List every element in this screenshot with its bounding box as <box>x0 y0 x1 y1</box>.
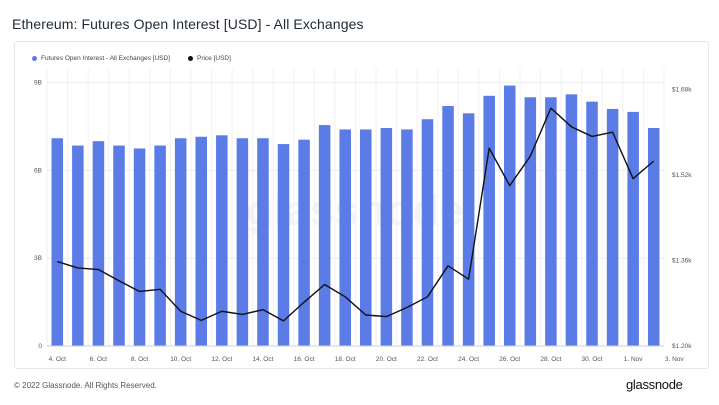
oi-bar <box>647 127 660 346</box>
x-tick-label: 14. Oct <box>252 356 273 363</box>
oi-bar <box>545 97 557 347</box>
oi-bar <box>154 145 166 346</box>
oi-bar <box>257 138 269 346</box>
x-tick-label: 24. Oct <box>458 356 479 363</box>
oi-bar <box>113 145 125 346</box>
y-right-tick-label: $1.52k <box>672 172 692 179</box>
x-tick-label: 3. Nov <box>665 356 685 363</box>
oi-bar <box>627 111 639 346</box>
oi-bar <box>360 129 372 346</box>
oi-bar <box>318 125 331 346</box>
y-right-tick-label: $1.36k <box>672 257 692 264</box>
oi-bar <box>51 138 64 346</box>
y-left-tick-label: 3B <box>34 255 42 262</box>
x-tick-label: 22. Oct <box>417 356 438 363</box>
chart-frame <box>14 41 709 369</box>
oi-bar <box>174 138 187 346</box>
oi-bar <box>216 135 228 346</box>
x-tick-label: 12. Oct <box>211 356 232 363</box>
oi-bar <box>298 139 310 346</box>
oi-bar <box>586 101 598 346</box>
x-tick-label: 1. Nov <box>624 356 644 363</box>
x-tick-label: 28. Oct <box>540 356 561 363</box>
x-tick-label: 20. Oct <box>376 356 397 363</box>
legend-item-open-interest[interactable]: Futures Open Interest - All Exchanges [U… <box>32 55 170 62</box>
oi-bar <box>72 145 84 346</box>
y-left-tick-label: 0 <box>38 343 42 350</box>
oi-bar <box>380 127 393 346</box>
legend: Futures Open Interest - All Exchanges [U… <box>32 55 249 62</box>
x-tick-label: 18. Oct <box>335 356 356 363</box>
oi-bar <box>483 95 495 346</box>
legend-dot-price <box>187 56 193 61</box>
oi-bar <box>421 119 434 346</box>
y-left-tick-label: 6B <box>34 167 42 174</box>
copyright-footer: © 2022 Glassnode. All Rights Reserved. <box>14 381 157 390</box>
legend-label-open-interest: Futures Open Interest - All Exchanges [U… <box>41 55 170 62</box>
x-tick-label: 26. Oct <box>499 356 520 363</box>
legend-item-price[interactable]: Price [USD] <box>187 55 231 62</box>
oi-bar <box>606 108 619 347</box>
oi-bar <box>339 129 351 346</box>
oi-bar <box>442 106 454 346</box>
price-line <box>57 107 655 322</box>
oi-bar <box>503 85 516 346</box>
x-tick-label: 6. Oct <box>90 356 108 363</box>
x-tick-label: 16. Oct <box>294 356 315 363</box>
legend-label-price: Price [USD] <box>196 55 231 62</box>
y-left-tick-label: 9B <box>34 80 42 87</box>
oi-bar <box>92 141 105 346</box>
x-tick-label: 10. Oct <box>170 356 191 363</box>
y-right-tick-label: $1.20k <box>672 343 692 350</box>
oi-bar <box>401 129 413 346</box>
oi-bar <box>195 136 208 346</box>
x-tick-label: 30. Oct <box>582 356 603 363</box>
chart-title: Ethereum: Futures Open Interest [USD] - … <box>12 16 364 32</box>
x-tick-label: 4. Oct <box>49 356 67 363</box>
legend-dot-open-interest <box>32 56 37 61</box>
glassnode-logo: glassnode <box>626 377 683 392</box>
oi-bar <box>462 113 475 346</box>
oi-bar <box>277 144 290 346</box>
y-right-tick-label: $1.68k <box>672 86 692 93</box>
x-tick-label: 8. Oct <box>131 356 149 363</box>
oi-bar <box>236 138 249 346</box>
oi-bar <box>524 97 537 347</box>
oi-bar <box>565 94 578 346</box>
oi-bar <box>133 148 146 346</box>
